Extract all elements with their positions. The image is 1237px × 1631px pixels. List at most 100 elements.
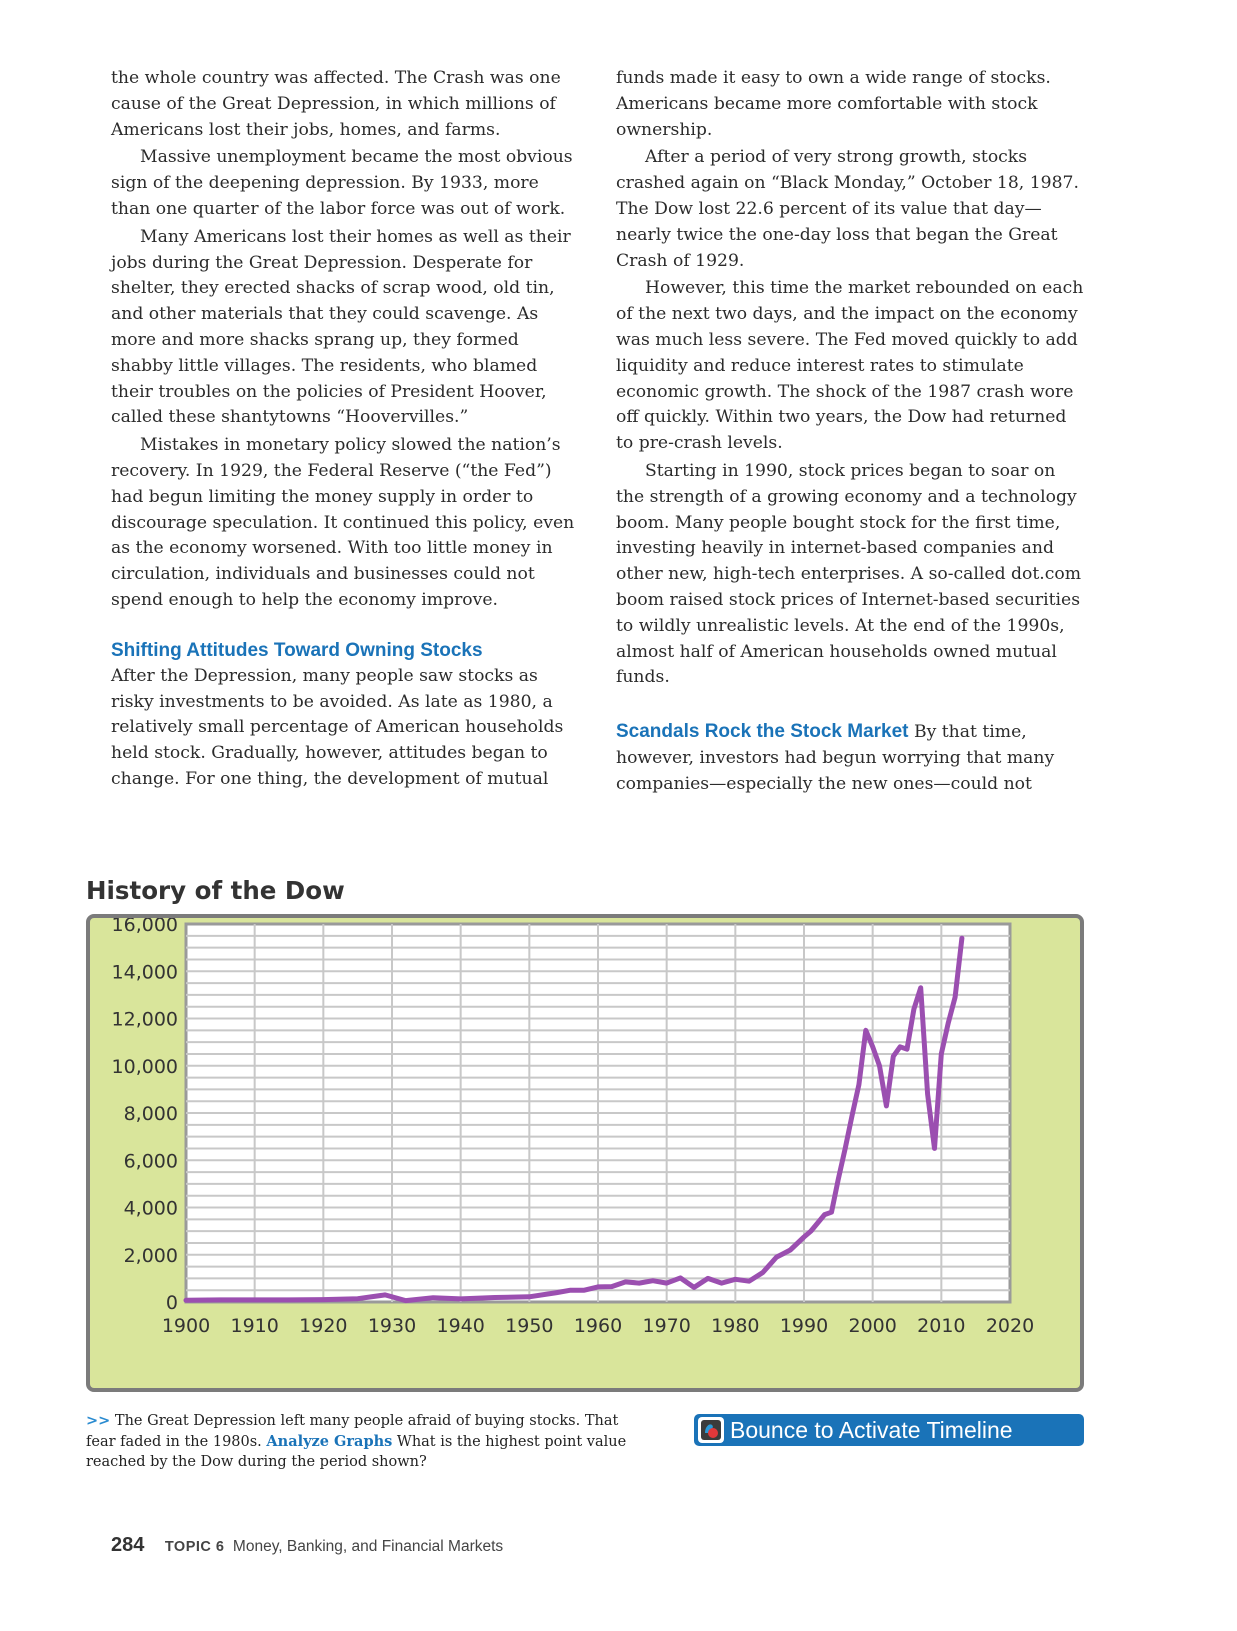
x-tick-label: 1970 <box>642 1315 690 1337</box>
x-tick-label: 1960 <box>574 1315 622 1337</box>
x-tick-label: 2010 <box>917 1315 965 1337</box>
data-point <box>253 1298 257 1302</box>
data-point <box>747 1279 751 1283</box>
data-point <box>953 995 957 999</box>
x-tick-label: 2000 <box>848 1315 896 1337</box>
data-point <box>829 1210 833 1214</box>
y-tick-label: 16,000 <box>112 918 178 936</box>
x-tick-label: 1930 <box>368 1315 416 1337</box>
data-point <box>864 1028 868 1032</box>
data-point <box>610 1285 614 1289</box>
paragraph: After a period of very strong growth, st… <box>616 147 1079 271</box>
caption-text: The Great Depression left many people af… <box>86 1413 619 1450</box>
data-point <box>431 1296 435 1300</box>
paragraph: After the Depression, many people saw st… <box>111 665 564 789</box>
data-point <box>788 1248 792 1252</box>
y-tick-label: 2,000 <box>124 1245 178 1267</box>
data-point <box>493 1296 497 1300</box>
data-point <box>555 1291 559 1295</box>
paragraph-with-run-in-heading: Scandals Rock the Stock Market By that t… <box>616 719 1086 797</box>
data-point <box>184 1298 188 1302</box>
data-point <box>960 936 964 940</box>
x-tick-label: 1990 <box>780 1315 828 1337</box>
data-point <box>596 1285 600 1289</box>
data-point <box>912 1007 916 1011</box>
caption-marker: >> <box>86 1413 111 1429</box>
data-point <box>850 1113 854 1117</box>
y-tick-label: 0 <box>166 1292 178 1314</box>
page-footer: 284 TOPIC 6 Money, Banking, and Financia… <box>111 1534 503 1557</box>
figure-caption: >> The Great Depression left many people… <box>86 1411 646 1473</box>
data-point <box>706 1276 710 1280</box>
paragraph: the whole country was affected. The Cras… <box>111 68 561 140</box>
bounce-timeline-button[interactable]: Bounce to Activate Timeline <box>694 1414 1084 1446</box>
data-point <box>891 1054 895 1058</box>
paragraph: Many Americans lost their homes as well … <box>111 226 571 428</box>
data-point <box>651 1279 655 1283</box>
y-tick-label: 6,000 <box>124 1150 178 1172</box>
data-point <box>383 1293 387 1297</box>
x-tick-label: 1920 <box>299 1315 347 1337</box>
bounce-button-label: Bounce to Activate Timeline <box>730 1417 1013 1443</box>
x-tick-label: 1910 <box>230 1315 278 1337</box>
data-point <box>733 1277 737 1281</box>
data-point <box>582 1288 586 1292</box>
data-point <box>527 1295 531 1299</box>
y-tick-label: 14,000 <box>112 961 178 983</box>
x-tick-label: 1900 <box>162 1315 210 1337</box>
paragraph: funds made it easy to own a wide range o… <box>616 68 1051 140</box>
data-point <box>781 1252 785 1256</box>
caption-question: What is the highest point value reached … <box>86 1433 627 1471</box>
y-tick-label: 8,000 <box>124 1103 178 1125</box>
data-point <box>218 1298 222 1302</box>
paragraph-text: By that time, however, investors had beg… <box>616 722 1055 794</box>
data-point <box>404 1299 408 1303</box>
data-point <box>843 1146 847 1150</box>
y-tick-label: 12,000 <box>112 1009 178 1031</box>
data-point <box>898 1045 902 1049</box>
analyze-graphs-label: Analyze Graphs <box>266 1432 393 1450</box>
x-tick-label: 1950 <box>505 1315 553 1337</box>
data-point <box>692 1285 696 1289</box>
data-point <box>761 1270 765 1274</box>
data-point <box>857 1083 861 1087</box>
data-point <box>459 1297 463 1301</box>
section-heading: Shifting Attitudes Toward Owning Stocks <box>111 639 483 661</box>
x-tick-label: 1940 <box>436 1315 484 1337</box>
data-point <box>637 1281 641 1285</box>
data-point <box>623 1280 627 1284</box>
bounce-icon <box>698 1417 724 1443</box>
data-point <box>678 1276 682 1280</box>
data-point <box>932 1146 936 1150</box>
data-point <box>878 1064 882 1068</box>
x-tick-label: 2020 <box>986 1315 1034 1337</box>
chart-title: History of the Dow <box>86 876 345 905</box>
paragraph: Starting in 1990, stock prices began to … <box>616 460 1082 688</box>
data-point <box>939 1052 943 1056</box>
data-point <box>775 1255 779 1259</box>
y-tick-label: 4,000 <box>124 1198 178 1220</box>
data-point <box>905 1047 909 1051</box>
paragraph: Massive unemployment became the most obv… <box>111 147 573 219</box>
data-point <box>823 1213 827 1217</box>
data-point <box>809 1229 813 1233</box>
data-point <box>720 1281 724 1285</box>
paragraph: However, this time the market rebounded … <box>616 278 1084 454</box>
dow-line-chart: 0 2,000 4,000 6,000 8,000 10,000 12,000 14,000 1… <box>112 918 1035 1337</box>
chart-panel: 0 2,000 4,000 6,000 8,000 10,000 12,000 14,000 1… <box>86 914 1084 1392</box>
topic-title: Money, Banking, and Financial Markets <box>232 1538 504 1555</box>
data-point <box>919 986 923 990</box>
y-tick-label: 10,000 <box>112 1056 178 1078</box>
data-point <box>665 1281 669 1285</box>
data-point <box>287 1298 291 1302</box>
data-point <box>884 1104 888 1108</box>
data-point <box>926 1092 930 1096</box>
page-number: 284 <box>111 1534 145 1556</box>
run-in-heading: Scandals Rock the Stock Market <box>616 721 909 743</box>
data-point <box>836 1177 840 1181</box>
paragraph: Mistakes in monetary policy slowed the n… <box>111 435 575 610</box>
data-point <box>569 1288 573 1292</box>
x-tick-label: 1980 <box>711 1315 759 1337</box>
data-point <box>946 1021 950 1025</box>
data-point <box>802 1235 806 1239</box>
